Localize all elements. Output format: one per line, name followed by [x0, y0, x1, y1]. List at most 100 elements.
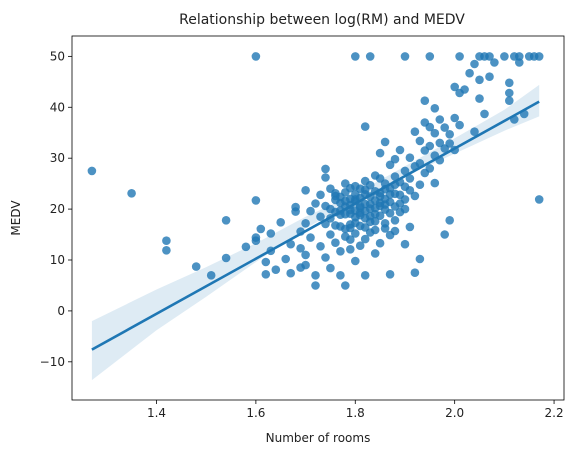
scatter-point — [385, 270, 395, 279]
scatter-point — [301, 219, 310, 228]
scatter-point — [515, 58, 524, 67]
scatter-point — [321, 253, 330, 262]
scatter-point — [425, 141, 435, 151]
scatter-point — [261, 270, 271, 279]
regression-line — [91, 100, 540, 351]
scatter-point — [410, 268, 420, 278]
x-tick-label: 2.0 — [445, 406, 464, 420]
scatter-point — [331, 195, 340, 205]
scatter-point — [415, 136, 425, 146]
scatter-point — [206, 271, 216, 280]
scatter-point — [346, 209, 355, 218]
scatter-point — [490, 58, 499, 67]
y-tick-label: 0 — [57, 304, 65, 318]
scatter-point — [515, 52, 524, 61]
scatter-point — [221, 216, 231, 225]
scatter-point — [271, 265, 281, 275]
confidence-band-layer — [91, 84, 540, 381]
scatter-point — [475, 75, 484, 85]
scatter-point — [445, 216, 455, 225]
scatter-point — [465, 68, 474, 78]
scatter-point — [375, 238, 385, 248]
regression-line-layer — [91, 100, 540, 351]
scatter-point — [400, 166, 410, 176]
scatter-point — [505, 78, 514, 88]
scatter-point — [321, 201, 330, 211]
scatter-point — [355, 201, 365, 211]
scatter-point — [480, 109, 489, 119]
scatter-point — [281, 254, 291, 264]
scatter-point — [221, 253, 231, 263]
y-tick-label: 30 — [50, 151, 65, 165]
chart-title: Relationship between log(RM) and MEDV — [179, 12, 465, 28]
scatter-point — [301, 186, 310, 195]
scatter-point — [375, 148, 385, 158]
scatter-point — [251, 236, 261, 245]
scatter-point — [375, 211, 385, 220]
scatter-point — [505, 88, 514, 98]
scatter-point — [435, 115, 445, 124]
scatter-point — [251, 196, 261, 205]
scatter-point — [316, 190, 325, 200]
y-tick-label: −10 — [40, 355, 65, 369]
scatter-point — [435, 138, 445, 148]
scatter-point — [440, 123, 450, 132]
scatter-point — [351, 229, 360, 238]
scatter-point — [445, 139, 455, 148]
scatter-point — [365, 228, 375, 237]
scatter-point — [375, 192, 385, 201]
scatter-point — [395, 199, 405, 208]
scatter-point — [385, 160, 395, 170]
scatter-point — [261, 257, 271, 267]
y-axis-ticks: −10 0 10 20 30 40 50 — [40, 49, 72, 369]
x-tick-label: 1.6 — [246, 406, 265, 420]
scatter-point — [450, 113, 460, 123]
scatter-point — [450, 82, 460, 92]
scatter-point — [331, 221, 340, 230]
y-tick-label: 40 — [50, 100, 65, 114]
scatter-point — [351, 256, 360, 266]
scatter-point — [470, 127, 479, 136]
scatter-point — [430, 128, 440, 138]
scatter-point — [375, 174, 385, 183]
scatter-point — [191, 262, 201, 271]
scatter-point — [370, 249, 380, 258]
scatter-point — [370, 203, 380, 213]
scatter-point — [351, 52, 360, 61]
scatter-point — [321, 173, 330, 182]
scatter-point — [410, 191, 420, 201]
scatter-point — [390, 154, 400, 164]
scatter-point — [301, 250, 310, 260]
scatter-point — [405, 174, 415, 183]
scatter-point — [87, 166, 97, 176]
scatter-point — [485, 72, 494, 81]
scatter-point — [346, 183, 355, 193]
x-tick-label: 1.8 — [346, 406, 365, 420]
scatter-point — [370, 217, 380, 226]
scatter-point — [455, 52, 464, 61]
scatter-point — [425, 164, 435, 173]
scatter-point — [331, 238, 340, 247]
scatter-point — [425, 52, 435, 61]
scatter-point — [336, 247, 345, 256]
scatter-point — [162, 246, 171, 255]
scatter-point — [410, 127, 420, 136]
scatter-points-layer — [87, 52, 544, 290]
x-tick-label: 2.2 — [545, 406, 564, 420]
scatter-point — [534, 195, 544, 204]
scatter-point — [162, 236, 171, 245]
scatter-point — [390, 226, 400, 236]
scatter-point — [500, 52, 509, 61]
scatter-point — [385, 208, 395, 218]
scatter-point — [415, 180, 425, 189]
scatter-point — [326, 263, 335, 273]
scatter-point — [241, 242, 251, 252]
scatter-point — [306, 206, 315, 216]
scatter-point — [296, 244, 305, 253]
scatter-point — [505, 96, 514, 105]
scatter-point — [430, 104, 440, 113]
scatter-point — [475, 94, 484, 103]
scatter-point — [127, 189, 136, 198]
scatter-point — [400, 239, 410, 249]
